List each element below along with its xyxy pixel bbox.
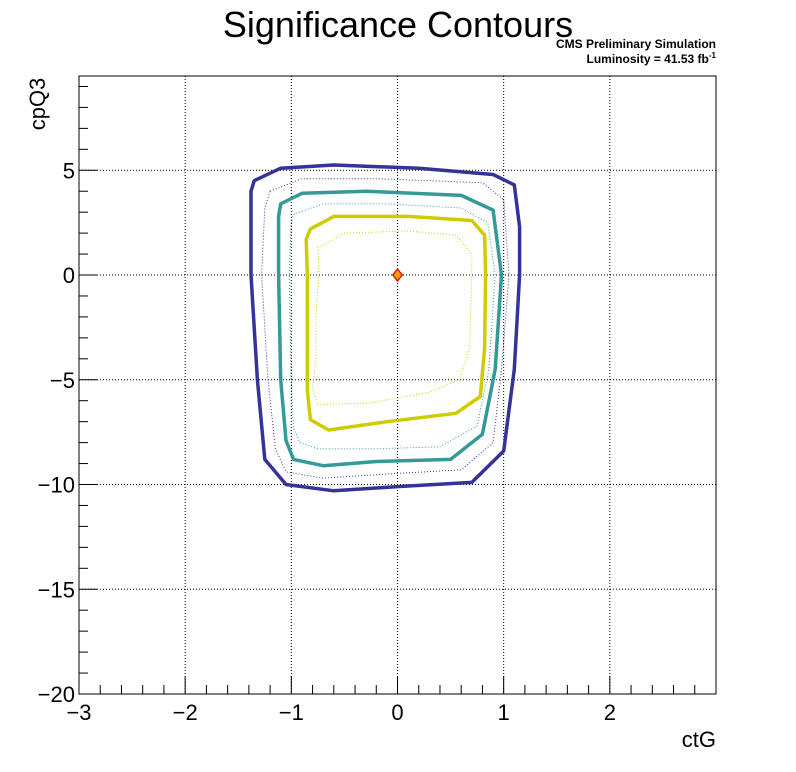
luminosity-text: Luminosity = 41.53 fb [586, 52, 709, 66]
luminosity-label: Luminosity = 41.53 fb-1 [587, 51, 717, 66]
luminosity-exponent: -1 [708, 51, 716, 60]
y-tick-label-2: −10 [38, 473, 75, 498]
x-axis-label: ctG [681, 727, 716, 752]
x-tick-label-5: 2 [604, 700, 616, 725]
x-tick-label-2: −1 [279, 700, 304, 725]
best-fit-marker [391, 268, 404, 282]
x-tick-label-3: 0 [391, 700, 403, 725]
cms-label: CMS Preliminary Simulation [555, 37, 716, 51]
y-tick-label-3: −5 [50, 368, 75, 393]
contour-line-2 [276, 189, 504, 468]
y-tick-label-0: −20 [38, 682, 75, 707]
contour-line-1 [261, 178, 510, 479]
contour-line-0 [249, 163, 522, 493]
contour-line-4 [304, 214, 488, 432]
y-tick-label-1: −15 [38, 577, 75, 602]
x-tick-label-0: −3 [66, 700, 91, 725]
contour-line-5 [312, 230, 473, 406]
x-tick-label-1: −2 [173, 700, 198, 725]
x-tick-label-4: 1 [498, 700, 510, 725]
y-tick-label-4: 0 [63, 263, 75, 288]
chart-title: Significance Contours [222, 4, 574, 45]
contour-line-3 [288, 203, 496, 450]
y-tick-label-5: 5 [63, 158, 75, 183]
